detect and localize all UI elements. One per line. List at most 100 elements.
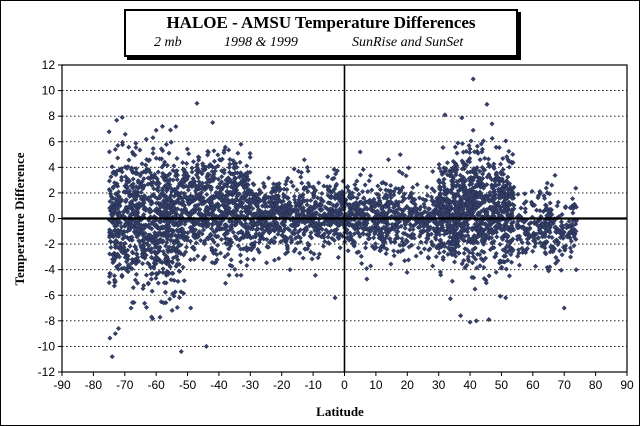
data-point — [387, 236, 393, 242]
data-point — [159, 123, 166, 129]
axes — [58, 64, 628, 376]
data-point — [187, 225, 193, 231]
data-point — [449, 278, 455, 284]
data-point — [405, 257, 412, 263]
data-point — [368, 263, 374, 269]
y-tick-label: -6 — [44, 288, 55, 302]
data-point — [140, 286, 146, 292]
data-point — [221, 182, 228, 188]
x-axis-title: Latitude — [316, 404, 364, 419]
data-point — [469, 227, 475, 233]
data-point — [170, 255, 176, 261]
data-point — [515, 233, 521, 239]
data-point — [304, 202, 310, 208]
data-point — [473, 318, 479, 324]
data-point — [166, 204, 172, 211]
data-point — [316, 180, 322, 186]
data-point — [465, 254, 471, 260]
data-point — [521, 200, 527, 207]
data-point — [462, 194, 469, 200]
data-point — [252, 239, 258, 245]
data-point — [488, 228, 494, 234]
data-point — [287, 205, 293, 211]
data-point — [119, 114, 125, 120]
data-point — [421, 201, 427, 207]
data-point — [242, 196, 248, 203]
data-point — [478, 201, 484, 207]
data-point — [155, 169, 161, 175]
data-point — [170, 177, 176, 183]
data-point — [455, 203, 461, 209]
data-point — [555, 199, 561, 205]
data-point — [402, 231, 408, 237]
data-point — [499, 192, 506, 198]
data-point — [430, 197, 436, 204]
data-point — [436, 221, 442, 227]
data-point — [232, 266, 238, 272]
x-tick-label: 60 — [526, 378, 540, 392]
data-point — [145, 158, 152, 164]
data-point — [337, 206, 343, 212]
data-point — [168, 201, 174, 208]
data-point — [126, 188, 133, 194]
data-point — [321, 183, 327, 189]
data-point — [156, 238, 162, 245]
data-point — [425, 254, 431, 260]
data-point — [486, 316, 492, 323]
data-point — [514, 225, 521, 231]
data-point — [519, 225, 525, 231]
data-point — [165, 261, 172, 268]
data-point — [455, 182, 461, 188]
data-point — [183, 244, 190, 250]
data-point — [549, 212, 555, 218]
data-point — [114, 168, 120, 174]
data-point — [109, 354, 115, 360]
data-point — [215, 185, 221, 191]
data-point — [414, 212, 420, 218]
data-point — [164, 182, 170, 188]
data-point — [346, 193, 352, 200]
data-point — [248, 220, 254, 226]
data-point — [337, 245, 343, 251]
data-point — [271, 257, 278, 263]
data-point — [476, 190, 482, 196]
data-point — [356, 191, 362, 197]
data-point — [112, 146, 118, 152]
data-point — [508, 259, 515, 265]
data-point — [288, 209, 294, 215]
data-point — [379, 180, 385, 186]
data-point — [249, 199, 255, 205]
data-point — [211, 250, 217, 256]
data-point — [170, 167, 176, 174]
data-point — [393, 198, 399, 205]
data-point — [499, 186, 505, 193]
data-point — [156, 210, 162, 216]
data-point — [447, 188, 453, 194]
data-point — [346, 237, 352, 243]
data-point — [140, 261, 146, 267]
data-point — [566, 218, 572, 224]
data-point — [153, 261, 159, 267]
data-point — [163, 188, 169, 194]
data-point — [312, 226, 318, 232]
data-point — [505, 257, 511, 263]
data-point — [323, 227, 329, 233]
data-point — [567, 254, 574, 260]
data-point — [162, 289, 169, 295]
data-point — [219, 187, 225, 193]
data-point — [504, 154, 510, 160]
data-point — [222, 280, 229, 286]
y-tick-label: 8 — [48, 109, 55, 123]
data-point — [200, 256, 206, 263]
data-point — [552, 239, 558, 245]
data-point — [212, 228, 218, 235]
data-point — [294, 240, 301, 246]
data-point — [333, 207, 339, 214]
data-point — [124, 180, 130, 186]
data-point — [508, 224, 515, 230]
data-point — [244, 172, 250, 178]
data-point — [418, 239, 424, 245]
data-point — [354, 178, 360, 184]
data-point — [283, 212, 290, 218]
data-point — [346, 222, 352, 228]
